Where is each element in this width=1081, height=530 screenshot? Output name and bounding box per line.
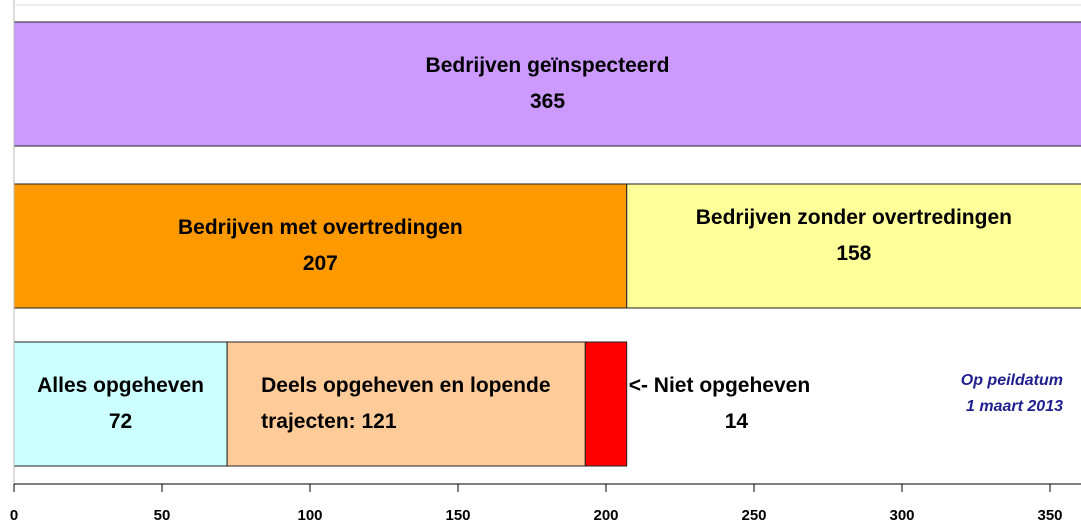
segment-text: Deels opgeheven en lopende trajecten: 12… bbox=[261, 368, 551, 440]
x-tick-label: 150 bbox=[445, 507, 470, 524]
bar-segment bbox=[13, 21, 1081, 147]
segment-label: Alles opgeheven 72 bbox=[14, 342, 227, 466]
segment-name: Deels opgeheven en lopende trajecten: bbox=[261, 374, 551, 433]
annotation-line: 1 maart 2013 bbox=[966, 398, 1063, 415]
x-tick-label: 0 bbox=[10, 507, 18, 524]
segment-label: Bedrijven geïnspecteerd 365 bbox=[14, 22, 1081, 146]
segment-value: 207 bbox=[302, 252, 338, 275]
segment-value: 14 bbox=[724, 410, 749, 433]
x-tick-label: 250 bbox=[741, 507, 766, 524]
segment-value: 365 bbox=[529, 90, 566, 113]
segment-label: Bedrijven zonder overtredingen 158 bbox=[627, 184, 1081, 308]
bar-segment bbox=[226, 341, 586, 467]
segment-label: Bedrijven met overtredingen 207 bbox=[14, 184, 627, 308]
bar-segment bbox=[13, 341, 228, 467]
segment-label: <- Niet opgeheven 14 bbox=[629, 342, 869, 466]
annotation-line: Op peildatum bbox=[960, 372, 1063, 389]
x-tick-label: 300 bbox=[889, 507, 914, 524]
bar-segment bbox=[626, 183, 1081, 309]
segment-name: <- Niet opgeheven bbox=[628, 374, 811, 397]
x-tick-label: 200 bbox=[593, 507, 618, 524]
segment-name: Alles opgeheven bbox=[37, 374, 204, 397]
x-tick-label: 50 bbox=[154, 507, 171, 524]
x-tick-label: 350 bbox=[1037, 507, 1062, 524]
segment-value: 72 bbox=[108, 410, 133, 433]
segment-value: 121 bbox=[361, 410, 397, 433]
segment-name: Bedrijven geïnspecteerd bbox=[425, 54, 670, 77]
x-tick-label: 100 bbox=[297, 507, 322, 524]
segment-label: Deels opgeheven en lopende trajecten: 12… bbox=[261, 342, 551, 466]
annotation: Op peildatum 1 maart 2013 bbox=[961, 368, 1063, 420]
bars bbox=[13, 21, 1081, 467]
segment-name: Bedrijven zonder overtredingen bbox=[695, 206, 1012, 229]
segment-name: Bedrijven met overtredingen bbox=[177, 216, 463, 239]
bar-segment bbox=[584, 341, 628, 467]
segment-value: 158 bbox=[836, 242, 872, 265]
bar-segment bbox=[13, 183, 628, 309]
